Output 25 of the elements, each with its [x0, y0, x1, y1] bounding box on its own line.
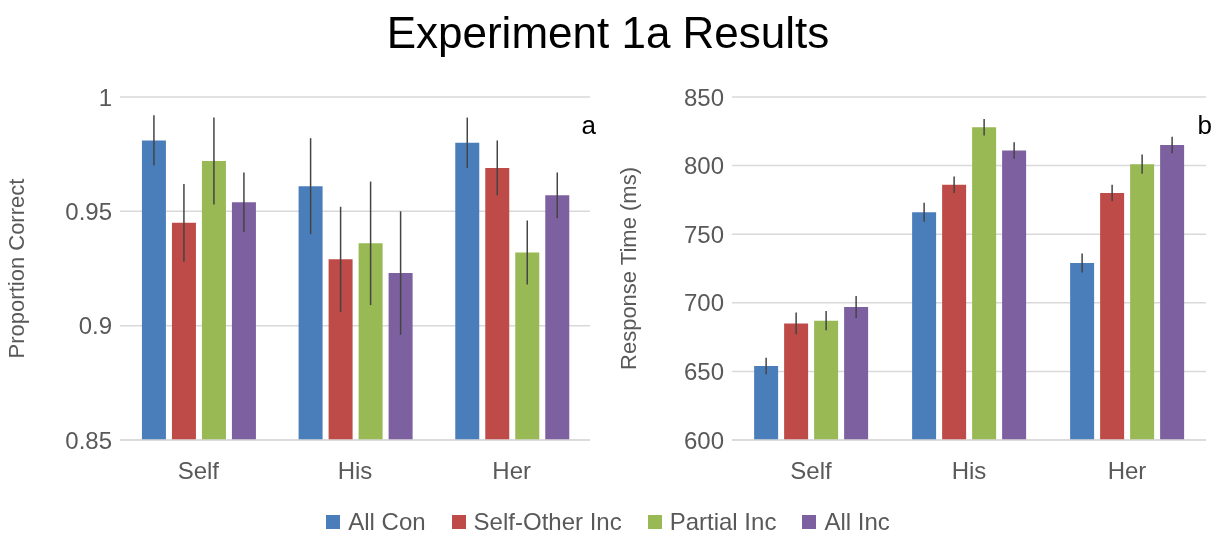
y-tick-label: 0.85	[65, 426, 112, 454]
y-tick-label: 700	[683, 289, 724, 317]
chart-title: Experiment 1a Results	[385, 8, 831, 58]
y-tick-label: 1	[98, 83, 112, 111]
annotation: b	[1197, 110, 1212, 141]
legend-label: All Inc	[824, 508, 890, 536]
x-tick-label: His	[337, 457, 373, 485]
x-tick-label: Her	[1107, 457, 1147, 485]
y-tick-label: 0.9	[78, 312, 112, 340]
y-tick-label: 650	[683, 357, 724, 385]
legend-label: All Con	[348, 508, 426, 536]
x-tick-label: Her	[492, 457, 532, 485]
legend-label: Partial Inc	[669, 508, 777, 536]
x-tick-label: His	[951, 457, 987, 485]
y-tick-label: 850	[683, 83, 724, 111]
y-tick-label: 0.95	[65, 197, 112, 225]
x-tick-label: Self	[790, 457, 833, 485]
y-tick-label: 600	[683, 426, 724, 454]
y-tick-label: 800	[683, 152, 724, 180]
legend-label: Self-Other Inc	[473, 508, 622, 536]
y-tick-label: 750	[683, 220, 724, 248]
y-axis-title: Proportion Correct	[3, 178, 29, 359]
annotation: a	[581, 110, 596, 141]
x-tick-label: Self	[177, 457, 220, 485]
y-axis-title: Response Time (ms)	[615, 167, 641, 370]
